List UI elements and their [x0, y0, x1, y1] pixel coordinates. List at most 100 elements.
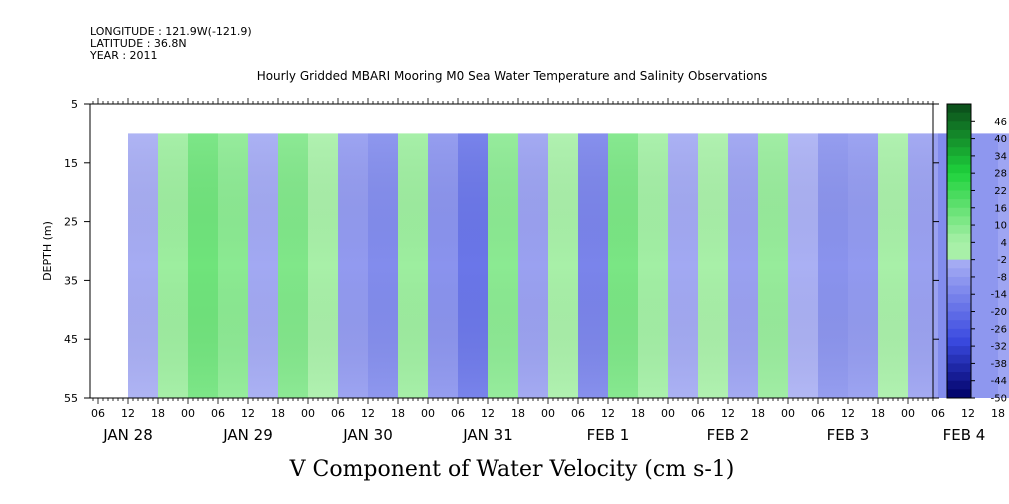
x-tick-label: 18: [631, 407, 645, 420]
x-tick-label: 18: [511, 407, 525, 420]
longitude-label: LONGITUDE : 121.9W(-121.9): [90, 25, 252, 38]
colorbar-label: 16: [994, 203, 1007, 214]
minor-ticks: [92, 98, 934, 404]
colorbar-bin: [947, 173, 971, 183]
x-tick-label: 06: [691, 407, 705, 420]
colorbar-bin: [947, 199, 971, 209]
colorbar-bin: [947, 285, 971, 295]
x-tick-label: 12: [121, 407, 135, 420]
x-tick-label: 00: [541, 407, 555, 420]
heatmap-cell: [998, 133, 1009, 398]
heatmap-cell: [968, 133, 998, 398]
colorbar-label: -14: [991, 290, 1007, 301]
colorbar-bin: [947, 242, 971, 252]
colorbar-label: 10: [994, 221, 1007, 232]
colorbar-label: 40: [994, 134, 1007, 145]
latitude-label: LATITUDE : 36.8N: [90, 37, 187, 50]
colorbar-bin: [947, 164, 971, 174]
colorbar-bin: [947, 181, 971, 191]
colorbar-label: -38: [991, 359, 1007, 370]
colorbar-label: 22: [994, 186, 1007, 197]
colorbar-bin: [947, 302, 971, 313]
colorbar: 46 40 34 28 22 16 10 4 -2 -8 -14 -20 -26 -32 -38 -44 -50: [947, 104, 1007, 405]
x-tick-label: 00: [661, 407, 675, 420]
colorbar-bin: [947, 276, 971, 287]
x-tick-label: 12: [481, 407, 495, 420]
x-tick-label: 18: [271, 407, 285, 420]
colorbar-label: 46: [994, 117, 1007, 128]
x-tick-label: 18: [991, 407, 1005, 420]
colorbar-border: [946, 103, 972, 399]
colorbar-bin: [947, 311, 971, 321]
x-tick-label: 12: [841, 407, 855, 420]
day-label: FEB 2: [707, 426, 750, 444]
colorbar-label: 28: [994, 169, 1007, 180]
chart-title: Hourly Gridded MBARI Mooring M0 Sea Wate…: [257, 69, 768, 83]
y-tick-label: 25: [64, 216, 78, 229]
day-label: JAN 31: [462, 426, 513, 444]
colorbar-bin: [947, 294, 971, 304]
depth-shading: [128, 133, 933, 398]
x-tick-label: 06: [931, 407, 945, 420]
colorbar-label: -50: [991, 394, 1007, 405]
x-tick-label: 06: [451, 407, 465, 420]
colorbar-label: -8: [997, 272, 1007, 283]
colorbar-bin: [947, 354, 971, 364]
x-tick-label: 12: [601, 407, 615, 420]
x-tick-label: 06: [811, 407, 825, 420]
x-tick-label: 12: [241, 407, 255, 420]
colorbar-bin: [947, 216, 971, 226]
colorbar-bin: [947, 104, 971, 114]
day-label: JAN 30: [342, 426, 393, 444]
colorbar-bin: [947, 147, 971, 157]
colorbar-label: 4: [1001, 238, 1007, 249]
colorbar-label: -32: [991, 342, 1007, 353]
colorbar-bin: [947, 372, 971, 382]
x-tick-label: 00: [781, 407, 795, 420]
colorbar-bin: [947, 259, 971, 269]
y-tick-label: 45: [64, 333, 78, 346]
day-label: FEB 1: [587, 426, 630, 444]
x-tick-label: 18: [751, 407, 765, 420]
colorbar-bin: [947, 190, 971, 200]
y-tick-label: 15: [64, 157, 78, 170]
colorbar-bin: [947, 346, 971, 356]
colorbar-bin: [947, 337, 971, 347]
colorbar-label: -20: [991, 307, 1007, 318]
plot-border: [89, 103, 934, 399]
y-axis-label: DEPTH (m): [41, 221, 54, 281]
colorbar-bin: [947, 225, 971, 235]
y-tick-label: 55: [64, 392, 78, 405]
x-tick-label: 18: [391, 407, 405, 420]
x-tick-label: 00: [301, 407, 315, 420]
x-tick-label: 06: [571, 407, 585, 420]
day-label: JAN 28: [102, 426, 153, 444]
colorbar-bin: [947, 233, 971, 243]
x-tick-label: 00: [901, 407, 915, 420]
y-axis: 5 15 25 35 45 55: [64, 98, 939, 405]
day-labels: JAN 28 JAN 29 JAN 30 JAN 31 FEB 1 FEB 2 FEB 3 F…: [102, 426, 985, 444]
x-tick-label: 12: [961, 407, 975, 420]
day-label: FEB 4: [943, 426, 986, 444]
x-axis: 06 12 18 00 06 12 18 00 06 12 18 00 06 12 18 00 06 12 18 00…: [91, 407, 1005, 420]
colorbar-bin: [947, 380, 971, 390]
colorbar-label: -44: [991, 376, 1007, 387]
colorbar-bin: [947, 389, 971, 399]
colorbar-bin: [947, 155, 971, 166]
y-tick-label: 35: [64, 274, 78, 287]
x-tick-label: 06: [91, 407, 105, 420]
colorbar-bin: [947, 129, 971, 140]
colorbar-label: -26: [991, 324, 1007, 335]
colorbar-bin: [947, 363, 971, 373]
x-tick-label: 12: [361, 407, 375, 420]
day-label: JAN 29: [222, 426, 273, 444]
x-tick-label: 06: [211, 407, 225, 420]
x-tick-label: 00: [421, 407, 435, 420]
x-tick-label: 00: [181, 407, 195, 420]
x-tick-label: 12: [721, 407, 735, 420]
day-label: FEB 3: [827, 426, 870, 444]
colorbar-bin: [947, 268, 971, 278]
colorbar-bin: [947, 207, 971, 217]
x-tick-label: 18: [151, 407, 165, 420]
